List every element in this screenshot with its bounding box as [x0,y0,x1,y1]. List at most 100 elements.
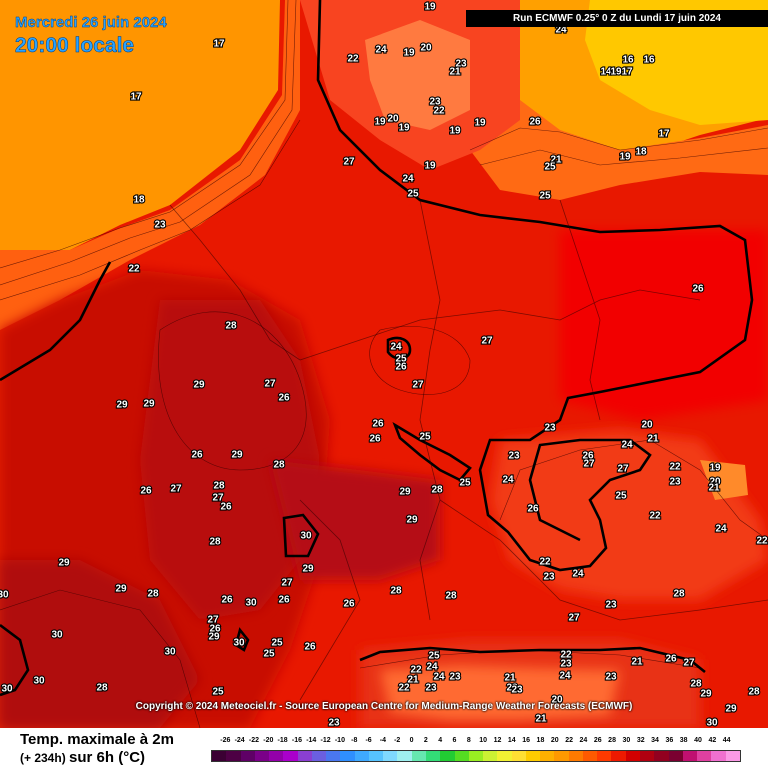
temperature-label: 30 [51,630,63,641]
colorbar-swatch [540,751,555,761]
temperature-label: 27 [568,613,580,624]
temperature-label: 20 [641,420,653,431]
colorbar-tick-label: 28 [608,737,616,744]
region-southwest-hot [0,560,200,728]
colorbar-swatch [525,751,541,761]
temperature-label: 29 [193,380,205,391]
colorbar-swatch [411,751,426,761]
colorbar-swatch [212,751,227,761]
temperature-label: 21 [535,714,547,725]
temperature-label: 22 [128,264,140,275]
temperature-label: 22 [669,462,681,473]
colorbar-tick-label: -16 [291,737,302,744]
temperature-label: 24 [426,662,438,673]
temperature-label: 28 [673,589,685,600]
colorbar-swatch [625,751,640,761]
temperature-label: 27 [583,459,595,470]
temperature-label: 20 [551,695,563,706]
colorbar-swatch [354,751,369,761]
temperature-label: 27 [683,658,695,669]
temperature-label: 26 [692,284,704,295]
temperature-label: 17 [213,39,225,50]
colorbar-swatch [711,751,726,761]
colorbar-tick-label: 0 [409,737,414,744]
temperature-label: 27 [212,493,224,504]
temperature-label: 18 [133,195,145,206]
colorbar-tick-label: 12 [493,737,502,744]
region-northeast-cool [585,0,768,125]
temperature-label: 25 [539,191,551,202]
colorbar-swatch [368,751,384,761]
colorbar-swatch [468,751,484,761]
temperature-label: 19 [610,67,622,78]
temperature-label: 19 [374,117,386,128]
colorbar-swatch [568,751,583,761]
temperature-label: 23 [455,59,467,70]
temperature-label: 26 [369,434,381,445]
temperature-label: 29 [116,400,128,411]
temperature-label: 24 [502,475,514,486]
temperature-label: 22 [398,683,410,694]
colorbar-tick-label: 20 [550,737,559,744]
temperature-label: 28 [225,321,237,332]
temperature-label: 25 [419,432,431,443]
colorbar-tick-label: -26 [220,737,231,744]
variable-subtitle: (+ 234h) sur 6h (°C) [20,749,145,766]
temperature-label: 30 [233,638,245,649]
colorbar-swatch [254,751,270,761]
forecast-time: 20:00 locale [15,34,135,58]
temperature-label: 24 [559,671,571,682]
colorbar-tick-label: 30 [622,737,631,744]
temperature-label: 28 [748,687,760,698]
temperature-label: 26 [665,654,677,665]
temperature-label: 24 [572,569,584,580]
variable-unit: sur 6h (°C) [69,749,146,766]
isotherm-lines [0,0,768,728]
temperature-label: 19 [424,161,436,172]
temperature-label: 21 [504,673,516,684]
temperature-label: 14 [600,67,612,78]
temperature-label: 29 [302,564,314,575]
colorbar-tick-label: 36 [665,737,674,744]
temperature-label: 27 [264,379,276,390]
copyright-notice: Copyright © 2024 Meteociel.fr - Source E… [135,701,633,712]
colorbar-tick-label: -24 [234,737,245,744]
temperature-label: 20 [420,43,432,54]
colorbar-tick-label: -18 [277,737,288,744]
variable-title: Temp. maximale à 2m [20,731,174,748]
temperature-label: 17 [658,129,670,140]
temperature-label: 28 [96,683,108,694]
colorbar-swatch [582,751,598,761]
temperature-label: 26 [278,393,290,404]
colorbar-swatch [668,751,683,761]
colorbar-swatch [297,751,312,761]
temperature-label: 24 [621,440,633,451]
temperature-label: 25 [407,189,419,200]
colorbar-swatch [454,751,469,761]
temperature-label: 19 [424,2,436,13]
temperature-label: 25 [615,491,627,502]
temperature-label: 21 [407,675,419,686]
temperature-label: 29 [58,558,70,569]
temperature-label: 20 [387,114,399,125]
temperature-label: 26 [304,642,316,653]
temperature-label: 28 [213,481,225,492]
temperature-label: 27 [170,484,182,495]
colorbar-swatch [440,751,455,761]
temperature-label: 28 [390,586,402,597]
temperature-label: 23 [429,97,441,108]
temperature-label: 22 [560,650,572,661]
temperature-label: 23 [328,718,340,728]
colorbar-tick-label: 22 [565,737,573,744]
temperature-label: 24 [375,45,387,56]
temperature-label: 23 [449,672,461,683]
temperature-label: 25 [428,651,440,662]
colorbar-tick-label: -14 [306,737,317,744]
temperature-label: 28 [431,485,443,496]
temperature-label: 29 [700,689,712,700]
colorbar-swatch [654,751,669,761]
colorbar-tick-label: 40 [694,737,702,744]
temperature-label: 18 [635,147,647,158]
colorbar-swatch [597,751,612,761]
